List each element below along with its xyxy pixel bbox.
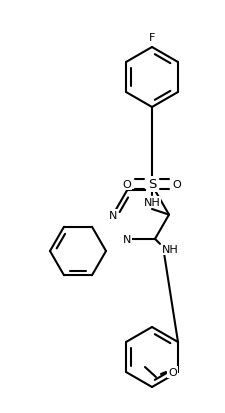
Text: NH: NH xyxy=(162,244,178,254)
Text: O: O xyxy=(169,367,177,377)
Text: O: O xyxy=(123,180,131,190)
Text: S: S xyxy=(148,178,156,191)
Text: N: N xyxy=(123,234,131,244)
Text: F: F xyxy=(149,33,155,43)
Text: O: O xyxy=(173,180,181,190)
Text: NH: NH xyxy=(144,197,160,207)
Text: N: N xyxy=(109,210,117,220)
